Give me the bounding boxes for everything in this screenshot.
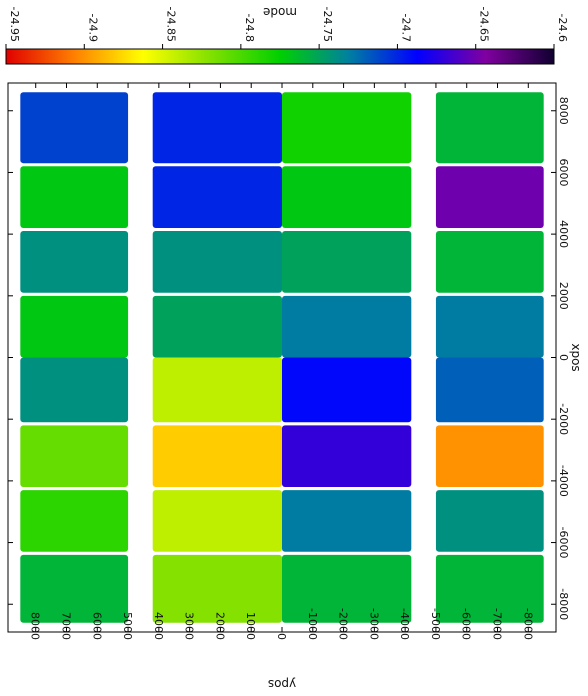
heatmap-cell [282,425,412,488]
ypos-axis-label: ypos [268,677,296,691]
heatmap-cell [152,231,282,293]
ypos-tick-label: 0 [275,633,288,640]
xpos-tick-label: -8000 [557,588,570,620]
heatmap-cell [435,166,544,228]
heatmap-cell [152,357,282,423]
xpos-tick-label: -6000 [557,527,570,559]
ypos-tick-label: -1000 [306,608,319,640]
heatmap-cell [282,357,412,423]
ypos-tick-label: -3000 [367,608,380,640]
axes: -8000 -6000 -4000 -2000 0 2000 4000 6000 8000 xpo… [7,82,583,691]
ypos-tick-label: -8000 [521,608,534,640]
colorbar-tick-label: -24.8 [243,14,256,42]
ypos-tick-label: -4000 [398,608,411,640]
colorbar-tick-label: -24.75 [321,7,334,42]
heatmap-cell [152,554,282,623]
heatmap-cell [20,231,129,293]
heatmap-cell [435,425,544,488]
heatmap-cell [435,231,544,293]
heatmap-cell [435,554,544,623]
colorbar-gradient [5,48,555,65]
heatmap-cell [20,92,129,164]
heatmap-cell [282,554,412,623]
xpos-tick-label: 6000 [557,158,570,186]
ypos-tick-label: 4000 [152,612,165,640]
ypos-tick-label: 3000 [183,612,196,640]
heatmap-cell [282,231,412,293]
ypos-tick-label: 2000 [213,612,226,640]
xpos-tick-label: -2000 [557,403,570,435]
heatmap-cell [152,166,282,228]
heatmap-cell [152,425,282,488]
ypos-tick-label: 6000 [90,612,103,640]
heatmap-cell [282,490,412,552]
xpos-tick-label: 4000 [557,220,570,248]
heatmap-cell [435,92,544,164]
heatmap-cell [282,92,412,164]
ypos-tick-label: 5000 [121,612,134,640]
colorbar-tick-label: -24.95 [8,7,21,42]
heatmap-cell [152,295,282,358]
xpos-axis-label: xpos [569,343,583,371]
heatmap-cell [20,295,129,358]
ypos-tick-label: -6000 [460,608,473,640]
heatmap-cell [435,357,544,423]
xpos-tick-label: -4000 [557,465,570,497]
heatmap-cell [20,554,129,623]
heatmap-cell [282,166,412,228]
heatmap-cell [282,295,412,358]
heatmap-cell [20,490,129,552]
colorbar: mode -24.95 -24.9 -24.85 -24.8 -24.75 -24.7 -24… [5,5,569,65]
colorbar-label: mode [263,5,297,19]
xpos-tick-label: 8000 [557,97,570,125]
ypos-tick-label: -5000 [429,608,442,640]
colorbar-tick-label: -24.9 [86,14,99,42]
ypos-tick-label: -7000 [491,608,504,640]
heatmap-cell [152,490,282,552]
colorbar-tick-label: -24.7 [399,14,412,42]
xpos-tick-label: 0 [557,354,570,361]
ypos-tick-label: 8000 [29,612,42,640]
plot-area [20,92,544,623]
heatmap-cell [152,92,282,164]
heatmap-cell [20,166,129,228]
heatmap-cell [435,490,544,552]
ypos-tick-label: -2000 [337,608,350,640]
colorbar-tick-label: -24.6 [556,14,569,42]
heatmap-cell [20,357,129,423]
colorbar-tick-label: -24.85 [165,7,178,42]
heatmap-cell [20,425,129,488]
heatmap-cell [435,295,544,358]
xpos-tick-label: 2000 [557,282,570,310]
colorbar-tick-label: -24.65 [478,7,491,42]
ypos-tick-label: 1000 [244,612,257,640]
ypos-tick-label: 7000 [59,612,72,640]
